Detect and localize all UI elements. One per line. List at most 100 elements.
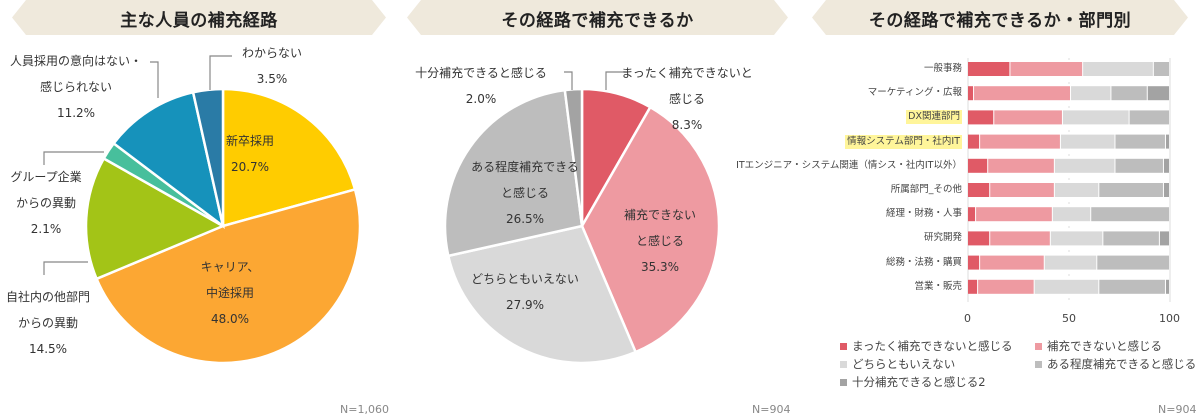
bar-segment — [1115, 134, 1165, 149]
bar-segment — [1034, 279, 1099, 294]
bar-segment — [988, 158, 1054, 173]
bar-segment — [968, 110, 994, 125]
pie-slice — [94, 187, 362, 365]
bar-segment — [980, 255, 1044, 270]
bar-category-label: マーケティング・広報 — [867, 87, 962, 99]
chart-title-by-dept: その経路で補充できるか・部門別 — [868, 11, 1132, 31]
bar-segment — [1099, 279, 1165, 294]
pie-slice — [221, 87, 357, 228]
bar-segment — [968, 231, 990, 246]
bar-segment — [990, 183, 1054, 197]
bar-segment — [968, 86, 974, 101]
label-dochira: どちらともいえない 27.9% — [471, 272, 579, 312]
chart-title-routes: 主な人員の補充経路 — [120, 11, 278, 31]
bar-segment — [1111, 86, 1147, 101]
pie-slice — [84, 156, 226, 281]
label-career: キャリア、 中途採用 48.0% — [200, 260, 260, 326]
label-nointent: 人員採用の意向はない・ 感じられない 11.2% — [9, 54, 142, 120]
bar-segment — [990, 231, 1050, 246]
bar-segment — [968, 183, 990, 197]
bar-segment — [1163, 183, 1169, 197]
bar-segment — [1060, 134, 1115, 149]
chart-title-fillable: その経路で補充できるか — [501, 11, 694, 31]
bar-segment — [1159, 231, 1169, 246]
legend-item-juubun: 十分補充できると感じる2 — [840, 374, 986, 390]
x-tick-50: 50 — [1062, 312, 1076, 325]
pie-slices — [443, 87, 721, 365]
bar-category-label: 研究開発 — [923, 232, 962, 244]
bar-segment — [1091, 207, 1169, 222]
bar-segment — [1099, 183, 1163, 197]
legend-swatch — [1035, 342, 1042, 350]
bar-segment — [1054, 158, 1115, 173]
bar-segment — [1163, 158, 1169, 173]
sample-size-fillable: N=904 — [752, 403, 791, 416]
pie-slice — [111, 90, 225, 230]
leader-lines — [564, 71, 628, 90]
bar-segment — [974, 86, 1071, 101]
label-unknown: わからない 3.5% — [241, 46, 302, 86]
leader-lines — [43, 55, 232, 275]
bar-segment — [1044, 255, 1097, 270]
bar-segment — [976, 207, 1052, 222]
bar-segment — [1165, 134, 1169, 149]
pie-slices — [84, 87, 362, 365]
x-tick-100: 100 — [1159, 312, 1180, 325]
banner-routes: 主な人員の補充経路 — [12, 0, 386, 35]
legend-swatch — [840, 342, 847, 350]
bar-segment — [1054, 183, 1099, 197]
bar-category-label: DX関連部門 — [906, 110, 962, 125]
bar-segment — [1147, 86, 1169, 101]
label-mattaku: まったく補充できないと 感じる 8.3% — [621, 66, 753, 132]
bar-segment — [980, 134, 1060, 149]
bar-category-label: 所属部門_その他 — [890, 184, 962, 195]
bar-category-label: ITエンジニア・システム関連（情シス・社内IT以外） — [736, 159, 962, 171]
bar-category-label: 経理・財務・人事 — [885, 208, 962, 220]
bar-segment — [968, 62, 1010, 76]
legend-item-dochira: どちらともいえない — [840, 356, 955, 372]
bar-segment — [1103, 231, 1159, 246]
label-juubun: 十分補充できると感じる 2.0% — [415, 66, 547, 106]
banner-bg — [812, 0, 1188, 35]
banner-fillable: その経路で補充できるか — [407, 0, 788, 35]
bar-segment — [1052, 207, 1091, 222]
label-aruteido: ある程度補充できる と感じる 26.5% — [471, 160, 579, 226]
bar-segment — [968, 207, 976, 222]
pie-chart-fillable — [443, 71, 721, 365]
bar-category-label: 一般事務 — [923, 63, 962, 74]
bar-segment — [968, 134, 980, 149]
bar-category-label: 情報システム部門・社内IT — [845, 134, 962, 149]
bar-segment — [978, 279, 1034, 294]
bar-segment — [968, 255, 980, 270]
label-shinsotsu: 新卒採用 20.7% — [225, 134, 274, 174]
pie-slice — [191, 87, 225, 227]
bar-segment — [1071, 86, 1111, 101]
x-tick-0: 0 — [964, 312, 971, 325]
bar-segment — [1129, 110, 1169, 125]
legend-item-aruteido: ある程度補充できると感じる — [1035, 356, 1196, 372]
bar-rows — [968, 62, 1169, 294]
bar-category-label: 総務・法務・購買 — [885, 256, 962, 268]
bar-segment — [1153, 62, 1169, 76]
legend-item-dekinai: 補充できないと感じる — [1035, 338, 1162, 354]
pie-slice — [443, 88, 584, 258]
bar-category-label: 営業・販売 — [914, 280, 962, 292]
banner-by-dept: その経路で補充できるか・部門別 — [812, 0, 1188, 35]
pie-chart-routes — [43, 55, 362, 365]
banner-bg — [407, 0, 788, 35]
bar-segment — [968, 279, 978, 294]
bar-segment — [1097, 255, 1169, 270]
sample-size-by-dept: N=904 — [1158, 403, 1197, 416]
pie-slice — [580, 105, 721, 354]
label-group: グループ企業 からの異動 2.1% — [10, 170, 82, 236]
legend-swatch — [840, 378, 847, 386]
label-jisha: 自社内の他部門 からの異動 14.5% — [5, 290, 90, 356]
bar-segment — [968, 158, 988, 173]
banner-bg — [12, 0, 386, 35]
bar-category-labels: 一般事務マーケティング・広報 DX関連部門情報システム部門・社内IT ITエンジニア… — [700, 0, 962, 420]
pie-slice — [446, 224, 638, 365]
bar-segment — [1062, 110, 1129, 125]
bar-segment — [1083, 62, 1153, 76]
legend-swatch — [840, 360, 847, 368]
